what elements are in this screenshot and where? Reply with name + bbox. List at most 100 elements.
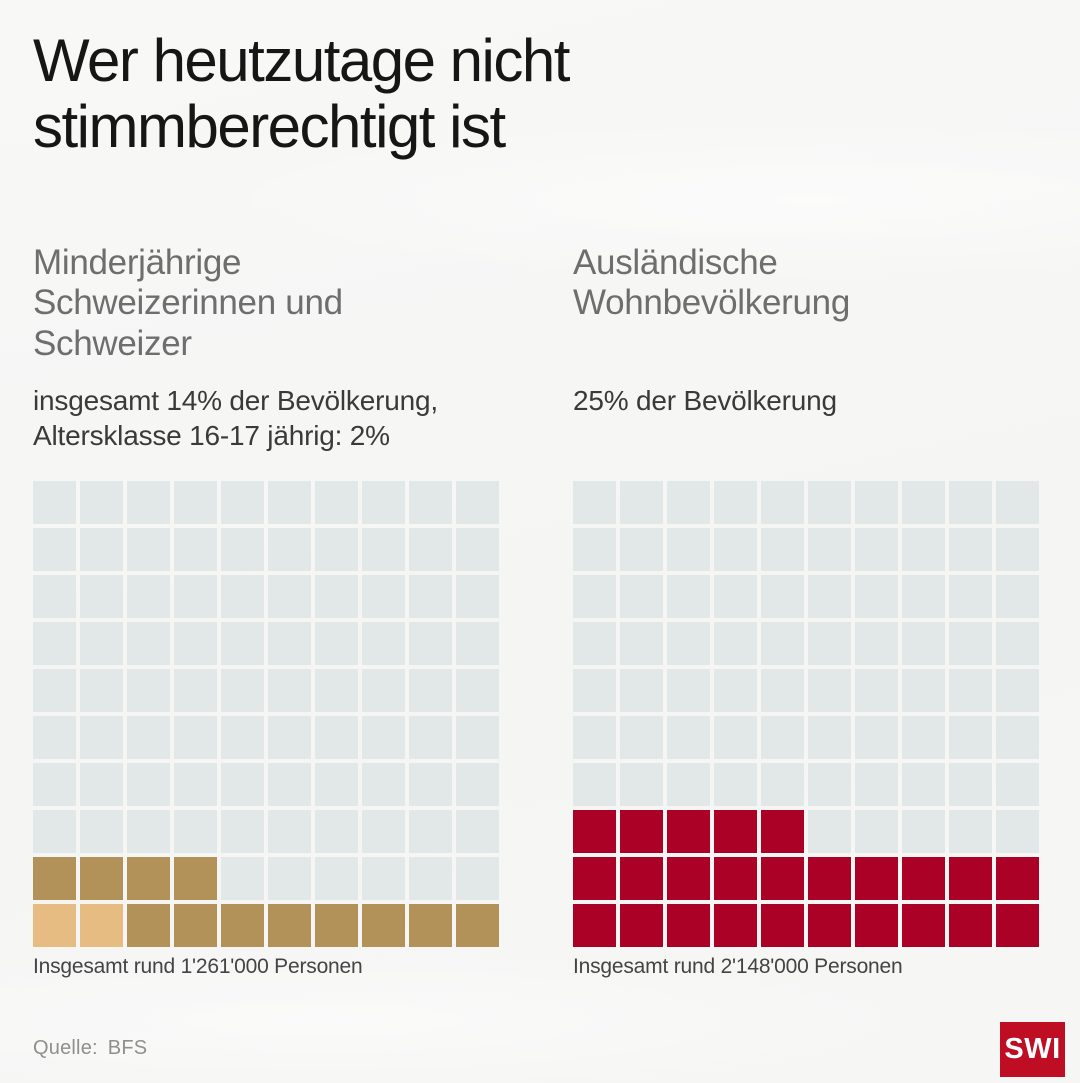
- waffle-cell: [808, 575, 851, 618]
- waffle-cell: [714, 716, 757, 759]
- waffle-cell: [221, 810, 264, 853]
- waffle-cell: [127, 810, 170, 853]
- waffle-cell: [761, 575, 804, 618]
- waffle-cell: [127, 575, 170, 618]
- waffle-cell: [174, 857, 217, 900]
- waffle-cell: [80, 481, 123, 524]
- minors-stat-text: insgesamt 14% der Bevölkerung, Alterskla…: [33, 383, 438, 454]
- waffle-cell: [855, 857, 898, 900]
- waffle-cell: [714, 669, 757, 712]
- waffle-cell: [221, 904, 264, 947]
- waffle-cell: [174, 810, 217, 853]
- waffle-cell: [620, 481, 663, 524]
- waffle-cell: [221, 857, 264, 900]
- waffle-cell: [362, 716, 405, 759]
- waffle-cell: [33, 575, 76, 618]
- page-title: Wer heutzutage nicht stimmberechtigt ist: [33, 28, 793, 160]
- waffle-cell: [949, 716, 992, 759]
- waffle-cell: [456, 810, 499, 853]
- waffle-cell: [996, 716, 1039, 759]
- waffle-cell: [80, 528, 123, 571]
- waffle-cell: [855, 622, 898, 665]
- waffle-cell: [409, 622, 452, 665]
- foreign-stat-text: 25% der Bevölkerung: [573, 383, 837, 418]
- waffle-cell: [315, 857, 358, 900]
- waffle-cell: [808, 763, 851, 806]
- waffle-cell: [80, 904, 123, 947]
- foreign-subtitle-line-1: Ausländische: [573, 243, 778, 282]
- waffle-cell: [808, 622, 851, 665]
- waffle-cell: [808, 481, 851, 524]
- waffle-cell: [315, 716, 358, 759]
- waffle-cell: [315, 810, 358, 853]
- waffle-cell: [761, 763, 804, 806]
- waffle-cell: [855, 810, 898, 853]
- waffle-cell: [996, 575, 1039, 618]
- swi-logo-text: SWI: [1004, 1033, 1061, 1065]
- waffle-cell: [268, 904, 311, 947]
- waffle-cell: [33, 763, 76, 806]
- waffle-cell: [362, 904, 405, 947]
- waffle-cell: [667, 857, 710, 900]
- waffle-cell: [127, 904, 170, 947]
- waffle-cell: [620, 810, 663, 853]
- waffle-cell: [855, 716, 898, 759]
- waffle-cell: [33, 904, 76, 947]
- waffle-cell: [80, 575, 123, 618]
- waffle-cell: [33, 528, 76, 571]
- waffle-cell: [996, 528, 1039, 571]
- waffle-cell: [949, 669, 992, 712]
- waffle-cell: [902, 575, 945, 618]
- waffle-cell: [409, 481, 452, 524]
- waffle-cell: [80, 810, 123, 853]
- waffle-cell: [714, 481, 757, 524]
- waffle-cell: [362, 622, 405, 665]
- waffle-cell: [33, 669, 76, 712]
- waffle-cell: [949, 481, 992, 524]
- waffle-cell: [667, 575, 710, 618]
- waffle-cell: [33, 622, 76, 665]
- foreign-stat-line-1: 25% der Bevölkerung: [573, 385, 837, 416]
- waffle-cell: [362, 763, 405, 806]
- waffle-cell: [573, 763, 616, 806]
- waffle-cell: [667, 716, 710, 759]
- waffle-cell: [221, 528, 264, 571]
- waffle-cell: [409, 716, 452, 759]
- waffle-cell: [573, 481, 616, 524]
- minors-subtitle-line-1: Minderjährige: [33, 243, 242, 282]
- waffle-cell: [996, 763, 1039, 806]
- waffle-cell: [620, 857, 663, 900]
- waffle-cell: [902, 481, 945, 524]
- waffle-cell: [174, 716, 217, 759]
- waffle-cell: [409, 857, 452, 900]
- foreign-subtitle-line-2: Wohnbevölkerung: [573, 283, 850, 323]
- waffle-cell: [620, 622, 663, 665]
- waffle-cell: [855, 904, 898, 947]
- waffle-cell: [268, 810, 311, 853]
- page-title-line-1: Wer heutzutage nicht: [33, 27, 570, 94]
- waffle-cell: [315, 622, 358, 665]
- waffle-cell: [808, 857, 851, 900]
- waffle-cell: [362, 528, 405, 571]
- waffle-cell: [714, 810, 757, 853]
- waffle-cell: [174, 528, 217, 571]
- waffle-cell: [362, 810, 405, 853]
- waffle-cell: [573, 622, 616, 665]
- waffle-cell: [761, 481, 804, 524]
- waffle-cell: [714, 763, 757, 806]
- waffle-cell: [667, 528, 710, 571]
- minors-subtitle-line-2: Schweizerinnen und: [33, 283, 343, 323]
- waffle-cell: [573, 575, 616, 618]
- waffle-cell: [80, 716, 123, 759]
- waffle-cell: [221, 763, 264, 806]
- column-minors: Minderjährige Schweizerinnen und Schweiz…: [33, 243, 500, 1023]
- waffle-cell: [315, 904, 358, 947]
- waffle-cell: [456, 669, 499, 712]
- waffle-cell: [174, 763, 217, 806]
- column-foreign-residents: Ausländische Wohnbevölkerung 25% der Bev…: [573, 243, 1040, 1023]
- waffle-cell: [33, 810, 76, 853]
- waffle-cell: [620, 528, 663, 571]
- waffle-cell: [456, 716, 499, 759]
- foreign-waffle-chart: [573, 481, 1039, 947]
- waffle-cell: [127, 528, 170, 571]
